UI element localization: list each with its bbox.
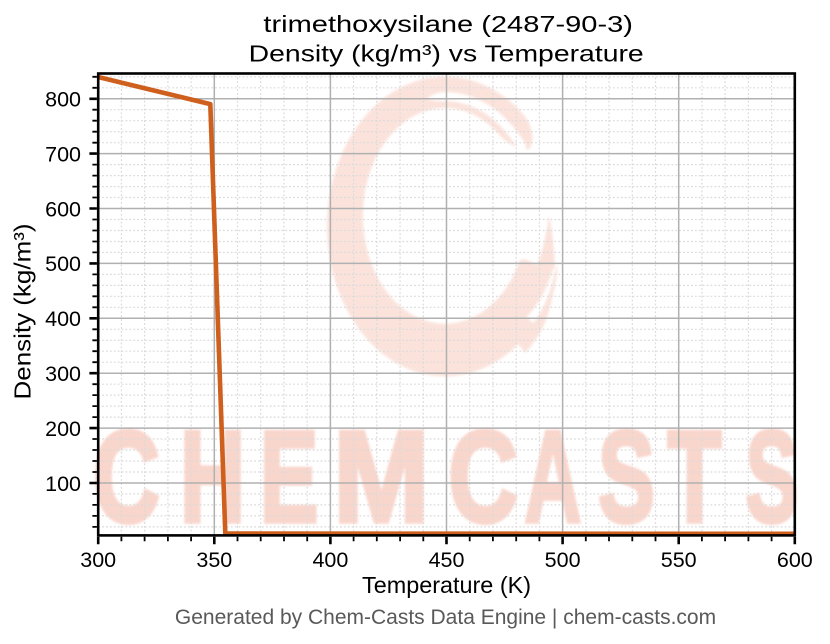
svg-text:Temperature (K): Temperature (K) <box>362 572 531 598</box>
svg-text:E: E <box>260 404 319 550</box>
svg-text:Density (kg/m³) vs Temperature: Density (kg/m³) vs Temperature <box>249 41 644 67</box>
svg-text:Density (kg/m³): Density (kg/m³) <box>10 224 36 400</box>
svg-text:300: 300 <box>80 548 116 572</box>
svg-text:H: H <box>180 404 245 550</box>
svg-text:C: C <box>448 404 518 550</box>
svg-text:trimethoxysilane (2487-90-3): trimethoxysilane (2487-90-3) <box>263 11 633 37</box>
svg-text:550: 550 <box>661 548 697 572</box>
svg-text:450: 450 <box>429 548 465 572</box>
svg-text:C: C <box>93 404 160 550</box>
svg-text:350: 350 <box>196 548 232 572</box>
svg-text:400: 400 <box>312 548 348 572</box>
svg-text:T: T <box>668 404 722 550</box>
svg-text:A: A <box>525 404 582 550</box>
svg-text:S: S <box>598 404 655 550</box>
svg-text:200: 200 <box>45 417 81 441</box>
svg-text:Generated by Chem-Casts Data E: Generated by Chem-Casts Data Engine | ch… <box>175 606 716 629</box>
svg-text:600: 600 <box>45 197 81 221</box>
svg-text:100: 100 <box>45 472 81 496</box>
svg-text:M: M <box>333 404 429 550</box>
svg-text:500: 500 <box>45 252 81 276</box>
svg-text:300: 300 <box>45 362 81 386</box>
svg-text:600: 600 <box>777 548 813 572</box>
svg-text:700: 700 <box>45 142 81 166</box>
svg-text:400: 400 <box>45 307 81 331</box>
svg-text:800: 800 <box>45 88 81 112</box>
svg-text:500: 500 <box>545 548 581 572</box>
